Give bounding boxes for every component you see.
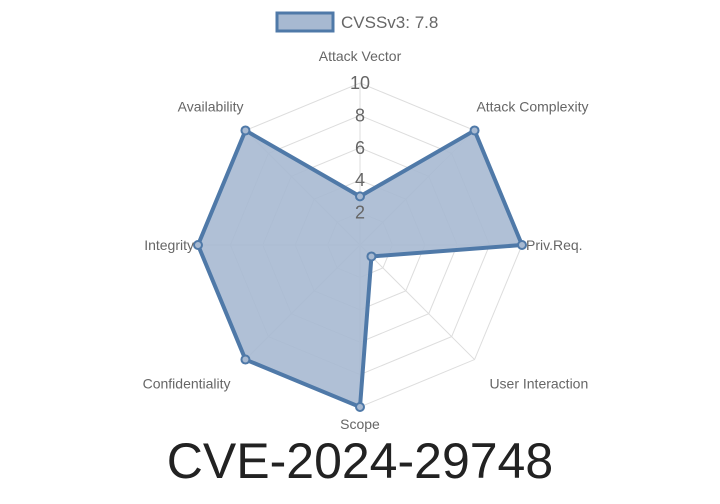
- data-point: [193, 240, 203, 250]
- axis-label: Attack Complexity: [476, 99, 588, 115]
- legend-label: CVSSv3: 7.8: [341, 13, 438, 32]
- tick-label: 10: [350, 73, 370, 93]
- axis-label: Attack Vector: [319, 48, 402, 64]
- axis-label: Confidentiality: [143, 375, 231, 391]
- tick-label: 6: [355, 138, 365, 158]
- grid-spoke: [359, 244, 475, 360]
- data-point: [240, 354, 251, 365]
- data-point: [240, 125, 251, 136]
- data-point: [355, 191, 365, 202]
- axis-label: Availability: [178, 99, 244, 115]
- data-point: [469, 125, 480, 136]
- axis-label: Integrity: [144, 237, 194, 253]
- axis-label: Scope: [340, 416, 380, 432]
- axis-label: Priv.Req.: [526, 237, 583, 253]
- data-point: [355, 402, 365, 412]
- axis-label: User Interaction: [489, 375, 588, 391]
- tick-label: 4: [355, 170, 365, 190]
- legend-swatch: [275, 11, 335, 33]
- chart-title: CVE-2024-29748: [166, 433, 554, 489]
- data-point: [517, 240, 527, 250]
- tick-label: 8: [355, 105, 365, 125]
- data-point: [366, 251, 377, 262]
- tick-label: 2: [355, 203, 365, 223]
